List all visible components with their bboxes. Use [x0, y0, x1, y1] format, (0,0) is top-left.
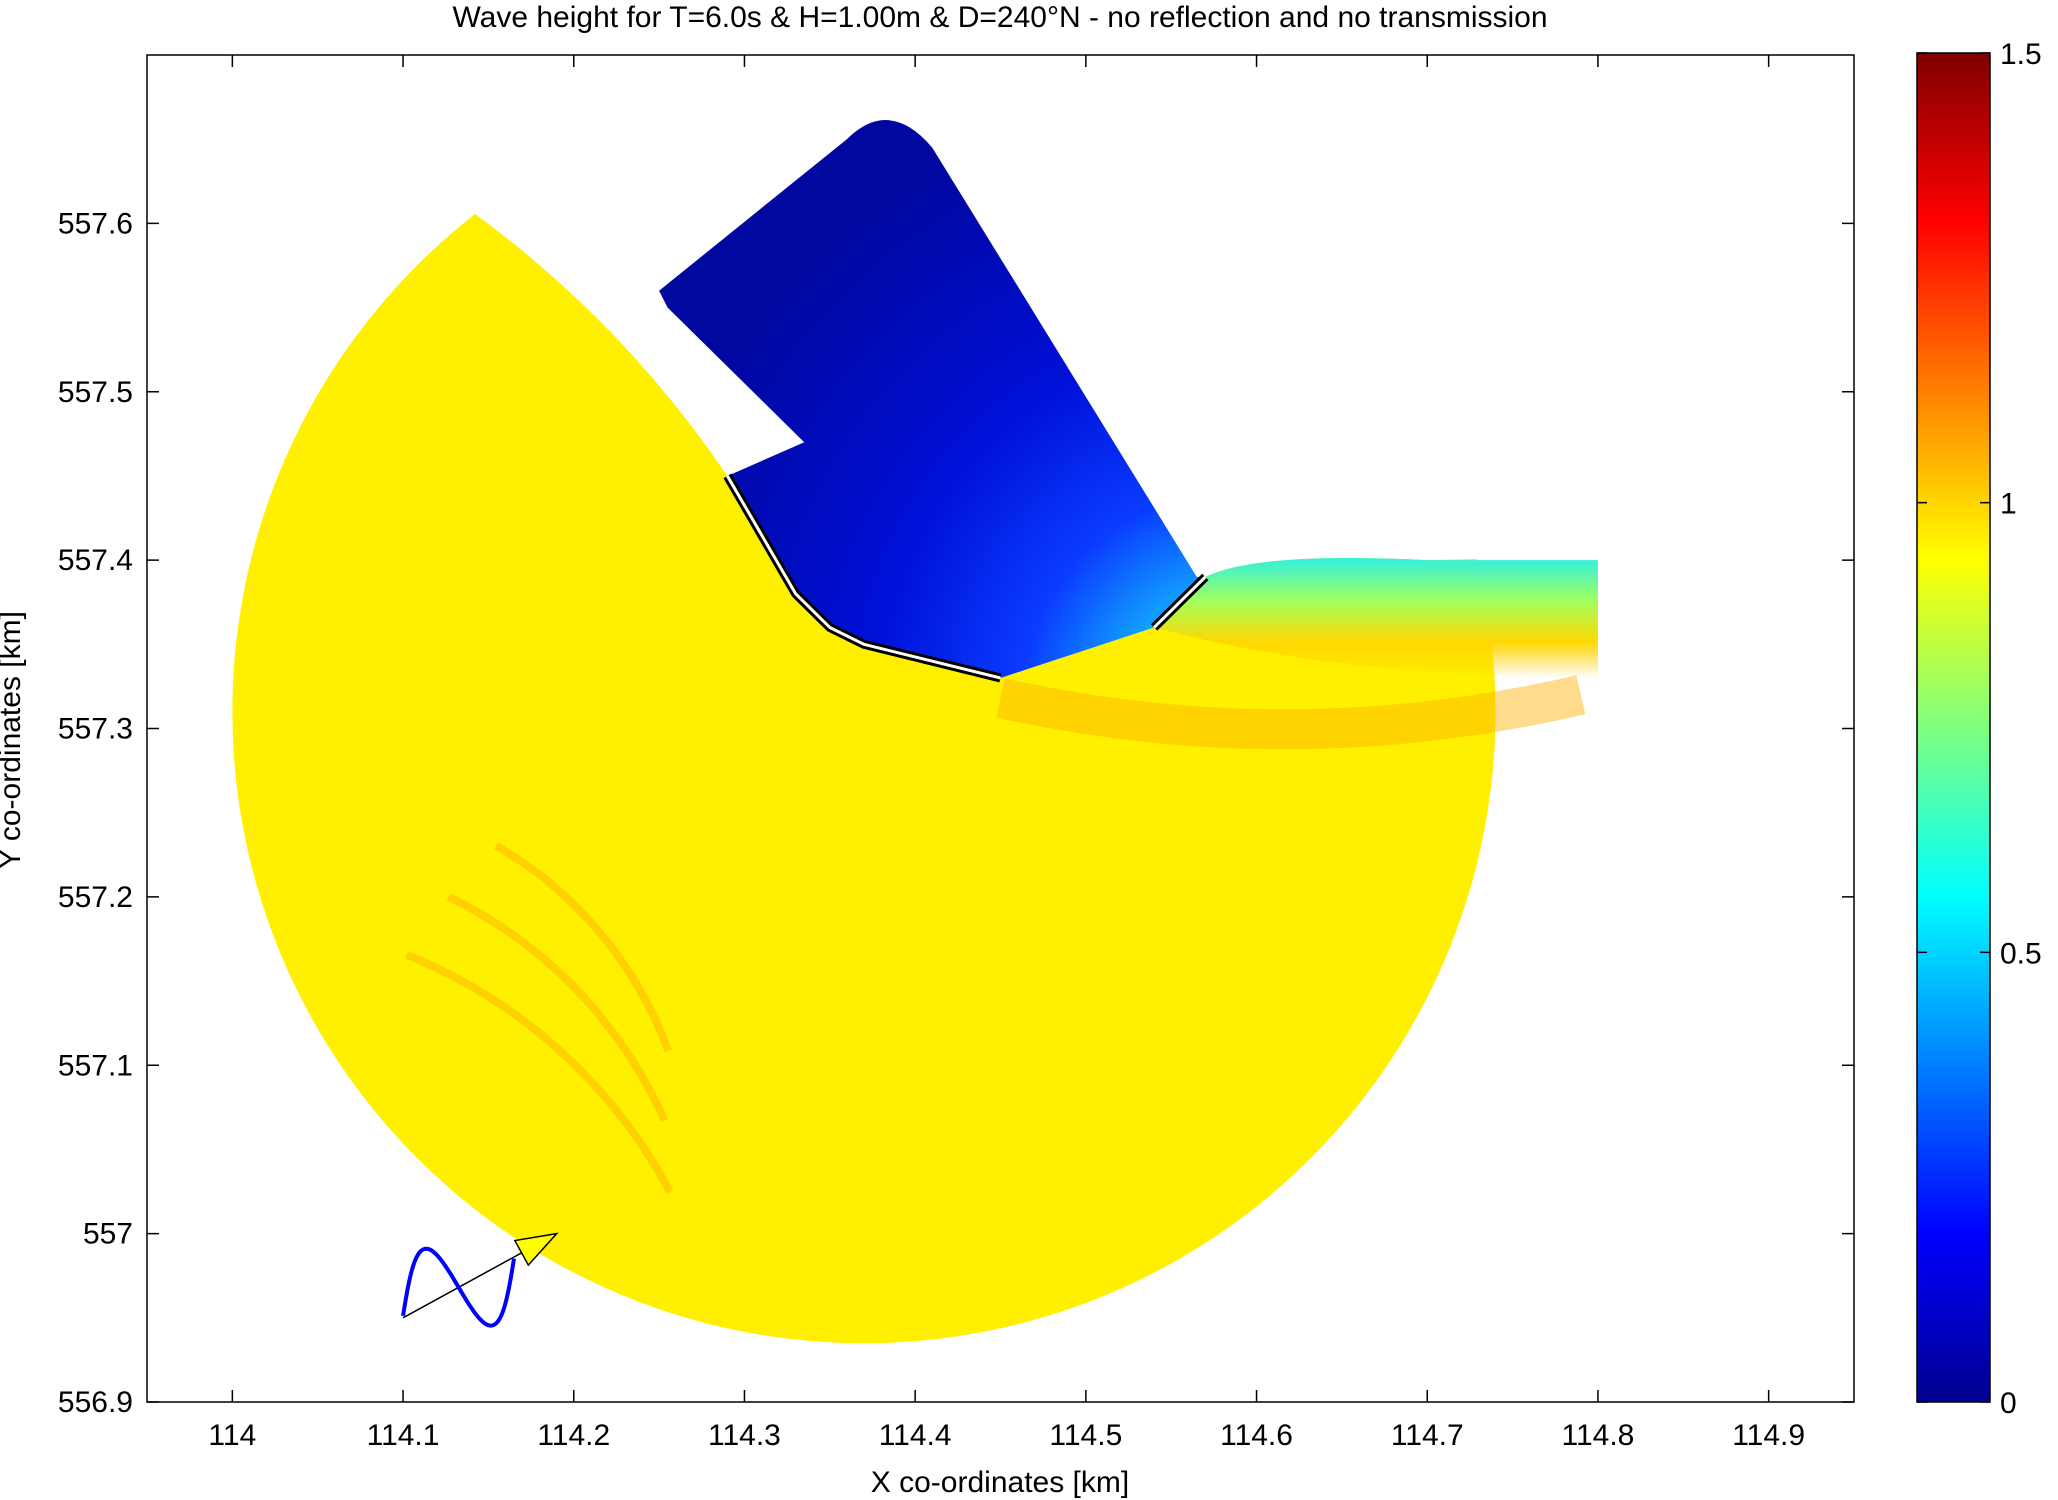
x-axis-ticks: 114 114.1 114.2 114.3 114.4 114.5 114.6 114.7 11… [208, 55, 1805, 1452]
x-tick-label: 114.3 [708, 1419, 781, 1452]
x-tick-label: 114.1 [367, 1419, 440, 1452]
x-tick-label: 114 [208, 1419, 256, 1452]
colorbar-tick-label: 0 [2000, 1387, 2017, 1420]
y-axis-ticks: 556.9 557 557.1 557.2 557.3 557.4 557.5 557.6 [58, 207, 1854, 1419]
x-tick-label: 114.5 [1049, 1419, 1122, 1452]
x-tick-label: 114.6 [1220, 1419, 1293, 1452]
x-tick-label: 114.7 [1391, 1419, 1464, 1452]
breakwaters [723, 473, 1209, 683]
y-tick-label: 557.5 [58, 376, 133, 409]
y-tick-label: 556.9 [58, 1386, 133, 1419]
y-tick-label: 557.1 [58, 1049, 133, 1082]
y-tick-label: 557.6 [58, 207, 133, 240]
x-tick-label: 114.2 [537, 1419, 610, 1452]
x-tick-label: 114.4 [879, 1419, 952, 1452]
y-tick-label: 557.2 [58, 881, 133, 914]
plot-area [232, 120, 1598, 1344]
colorbar-ticks: 0 0.5 1 1.5 [1917, 38, 2042, 1420]
y-tick-label: 557.4 [58, 544, 133, 577]
swell-band [493, 842, 672, 1053]
swell-band [405, 951, 674, 1194]
swell-band [996, 675, 1586, 750]
x-tick-label: 114.9 [1732, 1419, 1805, 1452]
y-tick-label: 557 [83, 1218, 133, 1251]
breakwater-main-core [726, 475, 1001, 680]
colorbar-tick-label: 1 [2000, 488, 2017, 521]
arrow-head [513, 1232, 559, 1267]
x-tick-label: 114.8 [1562, 1419, 1635, 1452]
shelter-strip [1154, 558, 1598, 678]
chart-title: Wave height for T=6.0s & H=1.00m & D=240… [452, 1, 1547, 34]
colorbar-tick-label: 1.5 [2000, 38, 2042, 71]
harbour-region [659, 120, 1206, 678]
wave-direction-arrow [401, 1232, 559, 1328]
colorbar [1916, 52, 1991, 1403]
arrow-shaft [402, 1250, 526, 1319]
breakwater-north-core [1153, 575, 1207, 629]
x-axis-label: X co-ordinates [km] [871, 1466, 1129, 1499]
y-axis-label: Y co-ordinates [km] [0, 611, 27, 869]
y-tick-label: 557.3 [58, 713, 133, 746]
wave-sinusoid [401, 1246, 516, 1328]
colorbar-tick-label: 0.5 [2000, 937, 2042, 970]
swell-band [446, 893, 669, 1123]
swell-bands [405, 675, 1586, 1194]
sea-region [232, 213, 1496, 1344]
